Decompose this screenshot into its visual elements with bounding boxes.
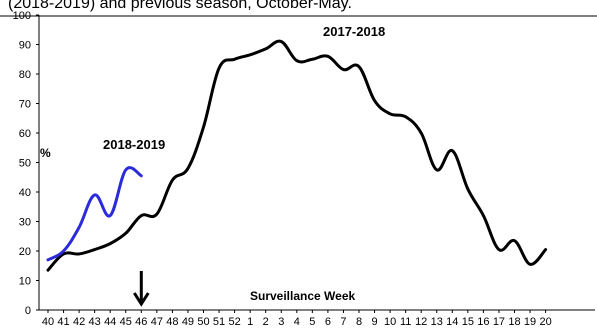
x-tick-label: 51 (213, 316, 225, 328)
x-tick-label: 18 (508, 316, 520, 328)
x-tick-label: 9 (371, 316, 377, 328)
series-lines (46, 39, 548, 272)
y-tick-label: 100 (13, 10, 31, 22)
x-tick-label: 8 (356, 316, 362, 328)
x-tick-label: 14 (446, 316, 458, 328)
x-tick-label: 10 (384, 316, 396, 328)
x-tick-label: 2 (263, 316, 269, 328)
x-tick-label: 52 (228, 316, 240, 328)
current-week-arrow (133, 271, 150, 307)
x-tick-label: 43 (89, 316, 101, 328)
x-tick-label: 4 (294, 316, 300, 328)
chart-title: (2018-2019) and previous season, October… (8, 0, 352, 12)
y-tick-label: 60 (19, 128, 31, 140)
x-tick-label: 15 (462, 316, 474, 328)
x-axis: 40 41 42 43 44 45 46 47 48 49 50 51 52 1 2 3 4 5 6 7 8 9 10 11 1… (39, 309, 595, 328)
x-tick-label: 41 (57, 316, 69, 328)
x-tick-label: 7 (340, 316, 346, 328)
y-tick-label: 30 (19, 217, 31, 229)
x-tick-label: 45 (120, 316, 132, 328)
series-label-2018-2019: 2018-2019 (103, 137, 165, 152)
x-tick-label: 19 (524, 316, 536, 328)
x-tick-label: 44 (104, 316, 116, 328)
series-label-2017-2018: 2017-2018 (323, 24, 385, 39)
x-tick-label: 12 (415, 316, 427, 328)
series-line-2018-2019 (46, 166, 143, 262)
y-tick-label: 50 (19, 158, 31, 170)
y-tick-label: 40 (19, 187, 31, 199)
x-tick-label: 47 (151, 316, 163, 328)
x-tick-label: 40 (42, 316, 54, 328)
y-axis: 0 10 20 30 40 50 60 70 80 90 100 (13, 10, 40, 317)
x-tick-label: 50 (197, 316, 209, 328)
y-tick-label: 70 (19, 99, 31, 111)
y-tick-label: 20 (19, 246, 31, 258)
x-tick-label: 48 (166, 316, 178, 328)
series-labels: 2017-2018 2018-2019 (103, 24, 385, 152)
x-tick-label: 16 (477, 316, 489, 328)
x-tick-label: 3 (278, 316, 284, 328)
y-axis-unit-label: % (40, 146, 51, 160)
x-tick-label: 42 (73, 316, 85, 328)
x-axis-title: Surveillance Week (250, 289, 355, 303)
y-tick-label: 90 (19, 40, 31, 52)
x-tick-label: 49 (182, 316, 194, 328)
series-line-2017-2018 (46, 39, 548, 272)
x-tick-label: 17 (493, 316, 505, 328)
x-tick-label: 13 (431, 316, 443, 328)
x-tick-label: 5 (309, 316, 315, 328)
y-tick-label: 0 (25, 305, 31, 317)
x-tick-label: 46 (135, 316, 147, 328)
x-tick-label: 6 (325, 316, 331, 328)
y-tick-label: 10 (19, 276, 31, 288)
arrow-head (133, 292, 150, 307)
x-tick-label: 1 (247, 316, 253, 328)
x-tick-label: 20 (539, 316, 551, 328)
x-tick-label: 11 (400, 316, 411, 328)
y-tick-label: 80 (19, 69, 31, 81)
